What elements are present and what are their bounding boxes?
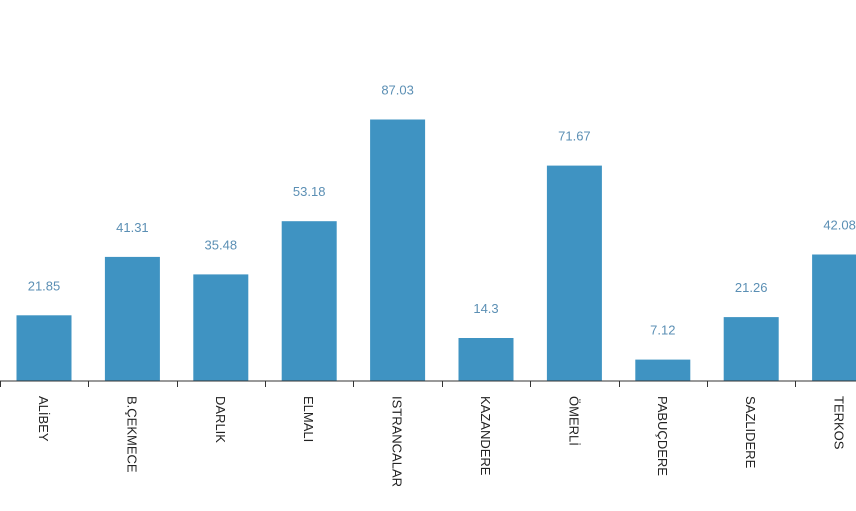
data-label: 14.3 [473, 301, 498, 316]
data-label: 21.85 [28, 278, 61, 293]
category-labels-group: ALİBEY B.ÇEKMECE DARLIK ELMALI ISTRANCALAR KA… [36, 396, 847, 487]
data-label: 87.03 [381, 83, 414, 98]
data-label: 7.12 [650, 323, 675, 338]
x-tick-label: ELMALI [301, 396, 316, 442]
x-tick-label: ISTRANCALAR [390, 396, 405, 487]
bar[interactable] [281, 221, 337, 381]
bars-group [16, 119, 856, 382]
bar[interactable] [370, 119, 426, 382]
data-label: 21.26 [735, 280, 768, 295]
bar[interactable] [193, 274, 249, 381]
x-tick-label: KAZANDERE [478, 396, 493, 476]
bar[interactable] [104, 256, 160, 381]
data-label: 41.31 [116, 220, 149, 235]
x-tick-label: ÖMERLİ [566, 396, 581, 446]
bar[interactable] [723, 317, 779, 381]
bar[interactable] [812, 254, 856, 382]
x-tick-label: DARLIK [213, 396, 228, 443]
x-tick-label: PABUÇDERE [655, 396, 670, 476]
value-labels-group: 21.85 41.31 35.48 53.18 87.03 14.3 71.67 7.12 21… [28, 83, 856, 338]
data-label: 42.08 [823, 218, 856, 233]
bar[interactable] [458, 338, 514, 381]
bar[interactable] [635, 359, 691, 381]
x-tick-label: SAZLIDERE [743, 396, 758, 469]
bar[interactable] [16, 315, 72, 381]
data-label: 71.67 [558, 129, 591, 144]
x-tick-label: ALİBEY [36, 396, 51, 442]
data-label: 53.18 [293, 184, 326, 199]
x-tick-label: TERKOS [832, 396, 847, 450]
x-tick-label: B.ÇEKMECE [124, 396, 139, 473]
bar[interactable] [546, 165, 602, 381]
data-label: 35.48 [205, 237, 238, 252]
x-axis-ticks [0, 381, 796, 387]
